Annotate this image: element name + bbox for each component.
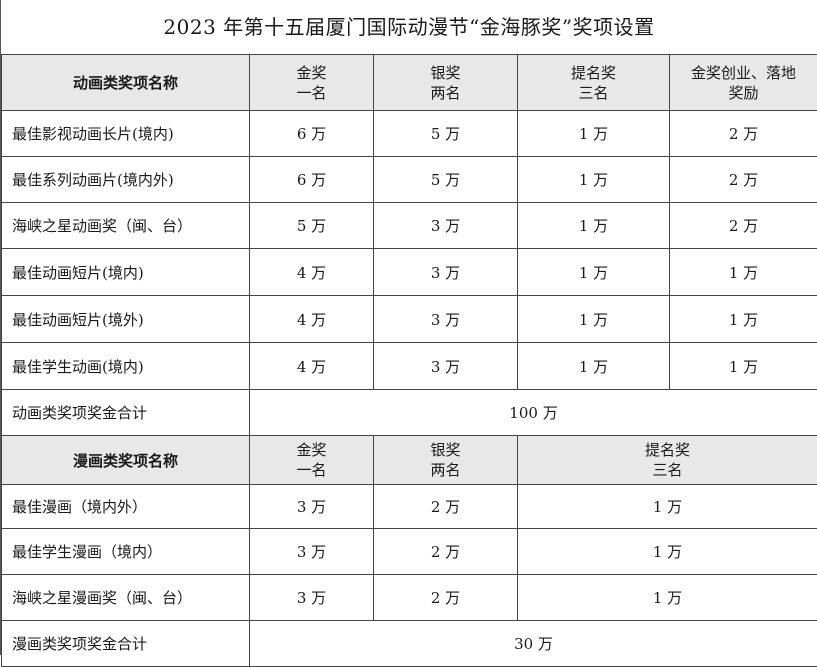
gold-amount: 6 万 xyxy=(250,111,374,157)
nomination-header: 提名奖 三名 xyxy=(518,436,817,485)
nomination-header: 提名奖 三名 xyxy=(518,55,670,111)
silver-header-count: 两名 xyxy=(374,83,517,103)
silver-header-label: 银奖 xyxy=(374,63,517,83)
gold-amount: 3 万 xyxy=(250,485,374,529)
table-row: 最佳系列动画片(境内外) 6 万 5 万 1 万 2 万 xyxy=(2,157,817,203)
table-row: 最佳学生动画(境内) 4 万 3 万 1 万 1 万 xyxy=(2,343,817,390)
nomination-amount: 1 万 xyxy=(518,529,817,575)
award-name: 最佳学生漫画（境内） xyxy=(2,529,250,575)
gold-header: 金奖 一名 xyxy=(250,436,374,485)
animation-name-header: 动画类奖项名称 xyxy=(2,55,250,111)
startup-header-label: 金奖创业、落地 xyxy=(670,63,817,83)
nomination-amount: 1 万 xyxy=(518,111,670,157)
animation-total-label: 动画类奖项奖金合计 xyxy=(2,390,250,436)
nomination-amount: 1 万 xyxy=(518,249,670,296)
gold-amount: 4 万 xyxy=(250,296,374,343)
silver-amount: 2 万 xyxy=(374,529,518,575)
gold-header-count: 一名 xyxy=(250,83,373,103)
silver-amount: 3 万 xyxy=(374,203,518,249)
award-name: 最佳系列动画片(境内外) xyxy=(2,157,250,203)
gold-header-label: 金奖 xyxy=(250,440,373,460)
awards-table: 动画类奖项名称 金奖 一名 银奖 两名 提名奖 三名 金奖创业、落地 奖励 xyxy=(1,54,817,667)
award-name: 最佳影视动画长片(境内) xyxy=(2,111,250,157)
gold-amount: 4 万 xyxy=(250,343,374,390)
startup-amount: 2 万 xyxy=(670,157,817,203)
nomination-amount: 1 万 xyxy=(518,157,670,203)
silver-amount: 2 万 xyxy=(374,485,518,529)
gold-header-count: 一名 xyxy=(250,460,373,480)
award-name: 最佳动画短片(境内) xyxy=(2,249,250,296)
table-row: 最佳动画短片(境内) 4 万 3 万 1 万 1 万 xyxy=(2,249,817,296)
startup-header-sub: 奖励 xyxy=(670,83,817,103)
award-name: 最佳漫画（境内外） xyxy=(2,485,250,529)
comics-total-label: 漫画类奖项奖金合计 xyxy=(2,621,250,667)
gold-amount: 4 万 xyxy=(250,249,374,296)
silver-header-count: 两名 xyxy=(374,460,517,480)
award-name: 最佳动画短片(境外) xyxy=(2,296,250,343)
comics-total-row: 漫画类奖项奖金合计 30 万 xyxy=(2,621,817,667)
table-row: 最佳漫画（境内外） 3 万 2 万 1 万 xyxy=(2,485,817,529)
nomination-amount: 1 万 xyxy=(518,575,817,621)
startup-amount: 2 万 xyxy=(670,203,817,249)
startup-header: 金奖创业、落地 奖励 xyxy=(670,55,817,111)
gold-header: 金奖 一名 xyxy=(250,55,374,111)
animation-total-row: 动画类奖项奖金合计 100 万 xyxy=(2,390,817,436)
gold-amount: 3 万 xyxy=(250,575,374,621)
startup-amount: 1 万 xyxy=(670,249,817,296)
nomination-amount: 1 万 xyxy=(518,296,670,343)
gold-amount: 3 万 xyxy=(250,529,374,575)
nomination-amount: 1 万 xyxy=(518,343,670,390)
animation-header-row: 动画类奖项名称 金奖 一名 银奖 两名 提名奖 三名 金奖创业、落地 奖励 xyxy=(2,55,817,111)
silver-amount: 2 万 xyxy=(374,575,518,621)
table-row: 最佳动画短片(境外) 4 万 3 万 1 万 1 万 xyxy=(2,296,817,343)
award-name: 最佳学生动画(境内) xyxy=(2,343,250,390)
award-name: 海峡之星漫画奖（闽、台） xyxy=(2,575,250,621)
gold-amount: 6 万 xyxy=(250,157,374,203)
comics-name-header: 漫画类奖项名称 xyxy=(2,436,250,485)
silver-amount: 3 万 xyxy=(374,296,518,343)
silver-amount: 3 万 xyxy=(374,343,518,390)
gold-amount: 5 万 xyxy=(250,203,374,249)
comics-total-value: 30 万 xyxy=(250,621,817,667)
nomination-amount: 1 万 xyxy=(518,203,670,249)
nomination-header-label: 提名奖 xyxy=(518,440,817,460)
page-title: 2023 年第十五届厦门国际动漫节“金海豚奖”奖项设置 xyxy=(1,0,817,54)
nomination-header-label: 提名奖 xyxy=(518,63,669,83)
startup-amount: 1 万 xyxy=(670,296,817,343)
gold-header-label: 金奖 xyxy=(250,63,373,83)
table-row: 海峡之星漫画奖（闽、台） 3 万 2 万 1 万 xyxy=(2,575,817,621)
startup-amount: 1 万 xyxy=(670,343,817,390)
comics-header-row: 漫画类奖项名称 金奖 一名 银奖 两名 提名奖 三名 xyxy=(2,436,817,485)
silver-header: 银奖 两名 xyxy=(374,55,518,111)
silver-amount: 5 万 xyxy=(374,111,518,157)
table-row: 最佳影视动画长片(境内) 6 万 5 万 1 万 2 万 xyxy=(2,111,817,157)
award-name: 海峡之星动画奖（闽、台） xyxy=(2,203,250,249)
nomination-amount: 1 万 xyxy=(518,485,817,529)
startup-amount: 2 万 xyxy=(670,111,817,157)
silver-header-label: 银奖 xyxy=(374,440,517,460)
silver-amount: 5 万 xyxy=(374,157,518,203)
nomination-header-count: 三名 xyxy=(518,460,817,480)
silver-header: 银奖 两名 xyxy=(374,436,518,485)
table-row: 海峡之星动画奖（闽、台） 5 万 3 万 1 万 2 万 xyxy=(2,203,817,249)
animation-total-value: 100 万 xyxy=(250,390,817,436)
nomination-header-count: 三名 xyxy=(518,83,669,103)
table-row: 最佳学生漫画（境内） 3 万 2 万 1 万 xyxy=(2,529,817,575)
silver-amount: 3 万 xyxy=(374,249,518,296)
